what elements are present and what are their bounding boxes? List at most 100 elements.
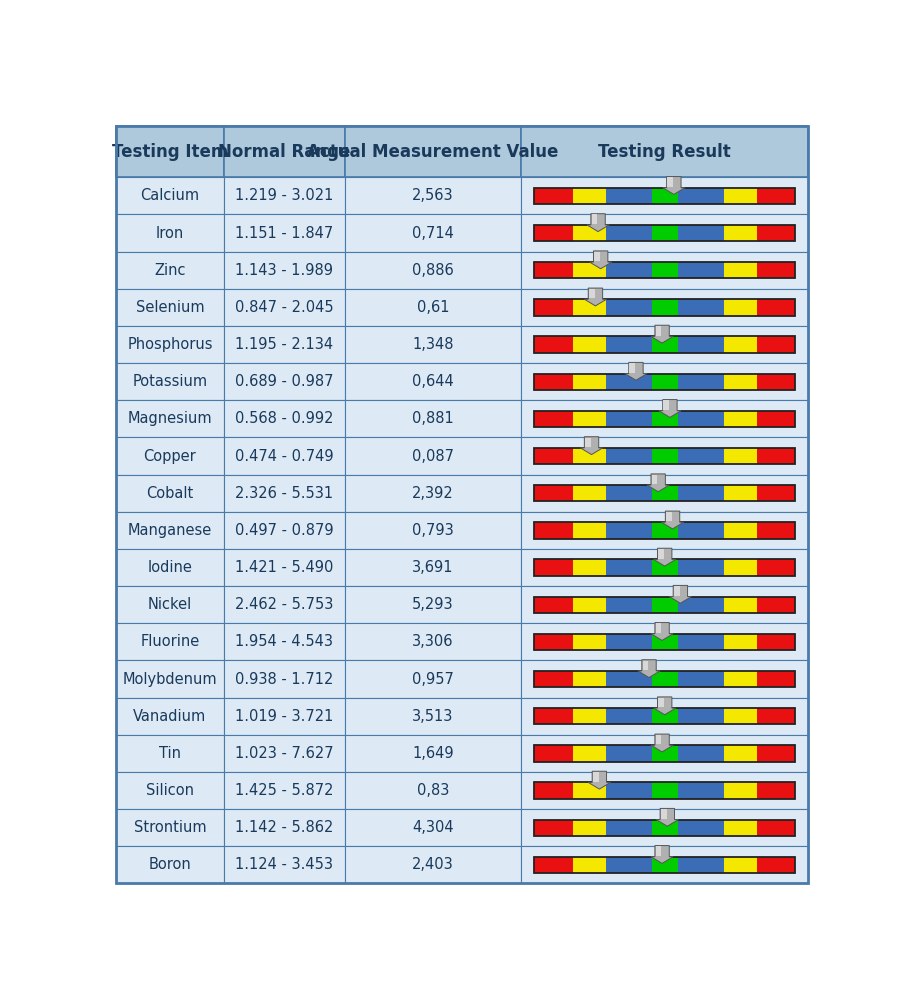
Text: Silicon: Silicon — [146, 783, 194, 798]
Text: 0,61: 0,61 — [417, 300, 449, 315]
Bar — [224, 810, 345, 846]
Bar — [116, 698, 224, 735]
Bar — [723, 634, 757, 650]
Bar — [606, 225, 652, 241]
Bar — [534, 374, 796, 390]
Bar — [224, 549, 345, 586]
Text: Strontium: Strontium — [133, 821, 207, 835]
Bar — [521, 846, 808, 883]
Bar — [573, 856, 606, 873]
Bar — [224, 698, 345, 735]
Bar — [345, 214, 521, 251]
Bar — [723, 225, 757, 241]
Bar — [534, 225, 796, 241]
Bar — [345, 251, 521, 289]
Bar — [677, 299, 723, 316]
Polygon shape — [590, 251, 612, 269]
Polygon shape — [658, 549, 664, 558]
Text: Manganese: Manganese — [128, 522, 212, 538]
Bar — [723, 522, 757, 538]
Bar — [757, 448, 796, 465]
Polygon shape — [584, 288, 606, 306]
Bar — [573, 634, 606, 650]
Polygon shape — [654, 697, 676, 715]
Bar — [606, 856, 652, 873]
Bar — [534, 486, 573, 501]
Text: 1.142 - 5.862: 1.142 - 5.862 — [235, 821, 333, 835]
Polygon shape — [661, 810, 667, 819]
Bar — [723, 559, 757, 575]
Bar — [677, 820, 723, 835]
Text: Selenium: Selenium — [135, 300, 204, 315]
Bar — [606, 745, 652, 762]
Text: 4,304: 4,304 — [412, 821, 454, 835]
Polygon shape — [651, 845, 673, 863]
Bar — [534, 522, 796, 538]
Text: 1,348: 1,348 — [412, 337, 454, 352]
Bar — [521, 735, 808, 772]
Bar — [521, 126, 808, 177]
Bar — [224, 326, 345, 363]
Bar — [345, 289, 521, 326]
Bar — [116, 177, 224, 214]
Text: Normal Range: Normal Range — [218, 143, 350, 161]
Bar — [677, 486, 723, 501]
Text: Molybdenum: Molybdenum — [123, 672, 217, 687]
Polygon shape — [656, 623, 661, 633]
Bar — [345, 401, 521, 438]
Bar — [652, 634, 677, 650]
Bar — [534, 708, 796, 725]
Polygon shape — [625, 362, 647, 380]
Bar — [345, 772, 521, 810]
Bar — [534, 187, 573, 204]
Bar — [521, 772, 808, 810]
Bar — [521, 326, 808, 363]
Bar — [723, 596, 757, 613]
Bar — [723, 671, 757, 687]
Polygon shape — [585, 438, 591, 447]
Bar — [116, 586, 224, 623]
Polygon shape — [654, 548, 676, 566]
Bar — [345, 126, 521, 177]
Bar — [116, 772, 224, 810]
Bar — [345, 735, 521, 772]
Text: 0,957: 0,957 — [412, 672, 454, 687]
Bar — [757, 671, 796, 687]
Bar — [652, 262, 677, 278]
Bar — [723, 708, 757, 725]
Bar — [723, 820, 757, 835]
Polygon shape — [664, 401, 669, 410]
Bar — [677, 374, 723, 390]
Bar — [606, 336, 652, 353]
Bar — [345, 660, 521, 698]
Text: 0.474 - 0.749: 0.474 - 0.749 — [235, 449, 334, 464]
Polygon shape — [661, 511, 684, 529]
Bar — [723, 783, 757, 799]
Polygon shape — [658, 698, 664, 707]
Text: 1.219 - 3.021: 1.219 - 3.021 — [235, 188, 333, 203]
Bar — [677, 187, 723, 204]
Bar — [573, 783, 606, 799]
Text: Potassium: Potassium — [133, 374, 207, 389]
Bar — [573, 374, 606, 390]
Text: 0,714: 0,714 — [412, 225, 454, 240]
Bar — [573, 596, 606, 613]
Bar — [677, 783, 723, 799]
Text: Calcium: Calcium — [141, 188, 199, 203]
Text: 1.151 - 1.847: 1.151 - 1.847 — [235, 225, 333, 240]
Bar — [652, 856, 677, 873]
Text: 0,83: 0,83 — [417, 783, 449, 798]
Polygon shape — [656, 735, 661, 745]
Bar — [606, 708, 652, 725]
Bar — [534, 522, 573, 538]
Bar — [677, 411, 723, 427]
Polygon shape — [656, 326, 661, 336]
Bar — [224, 475, 345, 511]
Text: 0.568 - 0.992: 0.568 - 0.992 — [235, 412, 334, 427]
Text: Boron: Boron — [149, 857, 191, 872]
Bar — [116, 810, 224, 846]
Bar — [652, 820, 677, 835]
Bar — [224, 177, 345, 214]
Bar — [116, 326, 224, 363]
Text: 0.689 - 0.987: 0.689 - 0.987 — [235, 374, 334, 389]
